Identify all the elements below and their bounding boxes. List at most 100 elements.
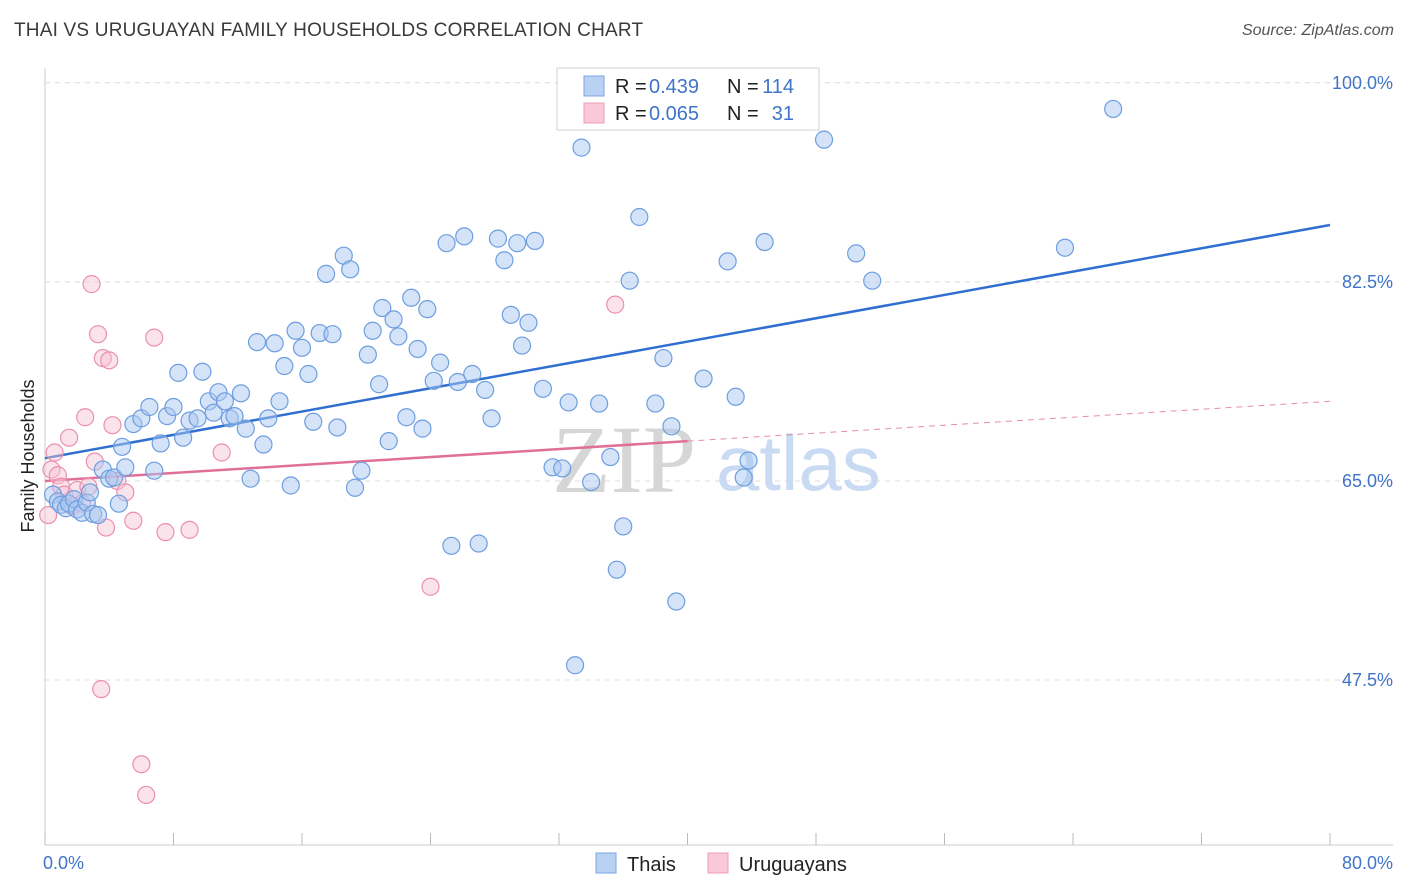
thai-point xyxy=(299,364,318,384)
uruguayan-point xyxy=(59,428,79,447)
chart-title: THAI VS URUGUAYAN FAMILY HOUSEHOLDS CORR… xyxy=(14,20,644,41)
x-tick-label-max: 80.0% xyxy=(1342,853,1393,873)
thai-point xyxy=(193,362,212,381)
thai-point xyxy=(739,451,758,470)
y-tick-label: 47.5% xyxy=(1342,670,1393,690)
y-tick-labels: 47.5% 65.0% 82.5% 100.0% xyxy=(1332,73,1393,690)
thai-point xyxy=(265,334,284,353)
thai-point xyxy=(424,371,443,390)
thai-point xyxy=(231,384,251,403)
thai-point xyxy=(448,372,467,392)
legend-r-label-thai: R = xyxy=(615,76,647,98)
thai-point xyxy=(363,321,382,340)
thai-point xyxy=(270,392,289,411)
thai-point xyxy=(1104,99,1123,119)
thai-point xyxy=(164,397,183,417)
thai-point xyxy=(501,305,520,324)
uruguayan-point xyxy=(82,275,101,294)
thai-point xyxy=(341,260,360,279)
thai-point xyxy=(370,375,389,394)
thai-point xyxy=(323,325,342,344)
legend-n-value-thai: 114 xyxy=(762,76,794,98)
series-legend-label-thai[interactable]: Thais xyxy=(627,854,676,876)
uruguayan-point xyxy=(48,466,67,485)
legend-n-value-uru: 31 xyxy=(772,103,794,125)
thai-point xyxy=(169,363,188,382)
uruguayan-points xyxy=(39,275,625,805)
uruguayan-point xyxy=(132,755,151,774)
legend-r-value-thai: 0.439 xyxy=(649,76,699,98)
thai-point xyxy=(204,403,223,422)
thai-point xyxy=(718,252,737,271)
thai-point xyxy=(553,459,572,478)
axes xyxy=(44,68,1393,846)
uruguayan-trend-extension xyxy=(687,400,1331,442)
uruguayan-point xyxy=(39,505,58,525)
thai-point xyxy=(112,437,132,456)
thai-point xyxy=(863,271,882,290)
thai-point xyxy=(241,469,260,488)
thai-point xyxy=(286,321,305,340)
series-legend-swatch-thai[interactable] xyxy=(595,852,617,874)
thai-point xyxy=(726,387,745,406)
thai-point xyxy=(437,234,456,253)
thai-point xyxy=(151,434,170,453)
x-ticks xyxy=(44,833,1331,845)
thai-point xyxy=(275,356,294,376)
thai-point xyxy=(590,394,609,413)
uruguayan-point xyxy=(180,520,199,539)
thai-point xyxy=(259,409,278,428)
thai-point xyxy=(508,234,527,253)
thai-point xyxy=(646,394,665,413)
thai-point xyxy=(358,345,377,364)
thai-point xyxy=(533,379,553,398)
thai-point xyxy=(397,408,416,427)
uruguayan-point xyxy=(145,328,164,347)
thai-point xyxy=(88,505,108,525)
thai-point xyxy=(304,412,323,431)
uruguayan-point xyxy=(103,416,122,435)
thai-point xyxy=(236,419,255,438)
thai-points xyxy=(43,99,1123,675)
legend-r-value-uru: 0.065 xyxy=(649,103,699,125)
thai-point xyxy=(292,338,312,357)
thai-point xyxy=(519,313,538,332)
uruguayan-point xyxy=(88,325,108,344)
series-legend: Thais Uruguayans xyxy=(595,852,847,876)
thai-point xyxy=(116,458,135,477)
y-tick-label: 82.5% xyxy=(1342,272,1393,292)
gridlines xyxy=(45,82,1393,681)
thai-point xyxy=(373,298,392,318)
uruguayan-point xyxy=(421,577,440,596)
thai-point xyxy=(254,435,273,454)
thai-point xyxy=(455,227,474,246)
thai-point xyxy=(662,417,681,436)
thai-point xyxy=(352,461,371,480)
thai-point xyxy=(418,300,437,319)
thai-point xyxy=(654,348,673,368)
thai-point xyxy=(389,327,408,346)
thai-point xyxy=(734,468,753,487)
correlation-legend: R = 0.439 N = 114 R = 0.065 N = 31 xyxy=(556,67,820,131)
uruguayan-point xyxy=(45,443,64,462)
thai-point xyxy=(463,364,482,384)
thai-point xyxy=(565,656,585,675)
thai-point xyxy=(572,138,591,157)
series-legend-label-uru[interactable]: Uruguayans xyxy=(739,854,847,876)
thai-point xyxy=(582,472,601,492)
y-tick-label: 100.0% xyxy=(1332,73,1393,93)
thai-point xyxy=(488,229,508,248)
thai-point xyxy=(431,353,450,372)
thai-point xyxy=(80,483,100,502)
thai-point xyxy=(607,560,626,579)
legend-swatch-thai xyxy=(583,75,605,97)
thai-point xyxy=(402,288,421,307)
uruguayan-point xyxy=(92,680,111,699)
source-label: Source: ZipAtlas.com xyxy=(1241,22,1394,39)
series-legend-swatch-uru[interactable] xyxy=(707,852,729,874)
thai-point xyxy=(559,393,578,412)
thai-point xyxy=(814,130,834,149)
uruguayan-point xyxy=(212,443,231,462)
uruguayan-point xyxy=(124,511,143,530)
